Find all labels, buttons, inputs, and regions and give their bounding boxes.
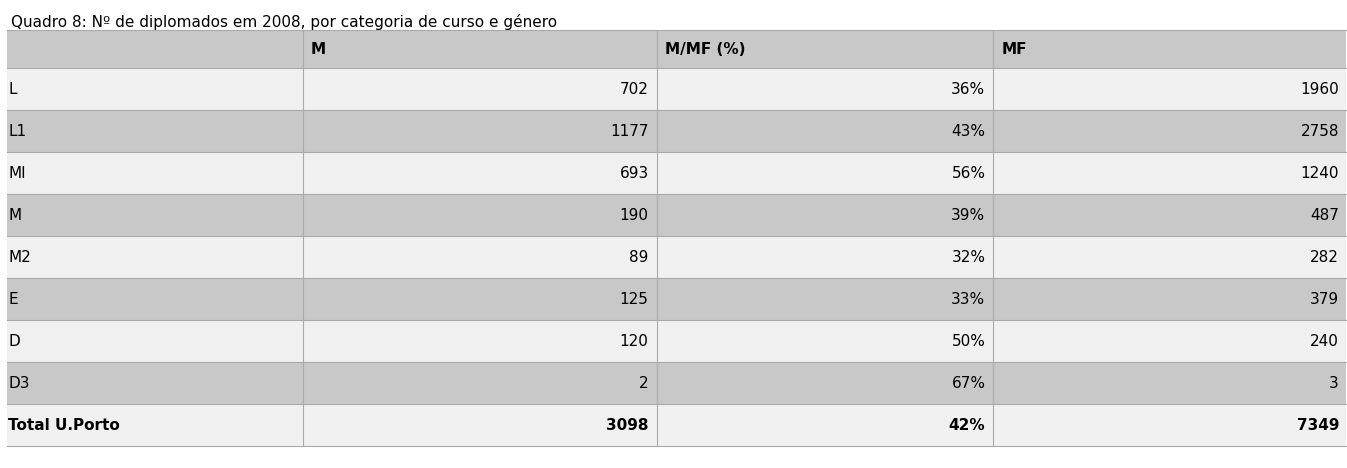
Bar — [7, 68, 1346, 110]
Text: L1: L1 — [8, 124, 26, 139]
Bar — [7, 194, 1346, 236]
Text: 702: 702 — [620, 81, 649, 96]
Text: 125: 125 — [620, 292, 649, 307]
Text: 89: 89 — [629, 249, 649, 264]
Bar — [7, 278, 1346, 320]
Text: D: D — [8, 334, 20, 349]
Bar — [7, 30, 1346, 68]
Text: 693: 693 — [620, 166, 649, 181]
Text: 33%: 33% — [951, 292, 986, 307]
Text: D3: D3 — [8, 375, 30, 390]
Text: Quadro 8: Nº de diplomados em 2008, por categoria de curso e género: Quadro 8: Nº de diplomados em 2008, por … — [11, 14, 556, 30]
Text: 56%: 56% — [951, 166, 986, 181]
Text: MI: MI — [8, 166, 26, 181]
Text: Total U.Porto: Total U.Porto — [8, 417, 120, 432]
Text: E: E — [8, 292, 18, 307]
Text: 282: 282 — [1311, 249, 1339, 264]
Text: 43%: 43% — [951, 124, 986, 139]
Text: M2: M2 — [8, 249, 31, 264]
Text: 487: 487 — [1311, 207, 1339, 222]
Text: 2: 2 — [638, 375, 649, 390]
Text: L: L — [8, 81, 16, 96]
Text: 7349: 7349 — [1297, 417, 1339, 432]
Text: 379: 379 — [1309, 292, 1339, 307]
Bar — [7, 320, 1346, 362]
Text: 240: 240 — [1311, 334, 1339, 349]
Text: 39%: 39% — [951, 207, 986, 222]
Text: MF: MF — [1001, 42, 1026, 57]
Text: M: M — [8, 207, 22, 222]
Text: 36%: 36% — [951, 81, 986, 96]
Bar — [7, 236, 1346, 278]
Bar — [7, 404, 1346, 446]
Text: 1177: 1177 — [610, 124, 649, 139]
Bar — [7, 110, 1346, 152]
Text: 190: 190 — [620, 207, 649, 222]
Text: M: M — [311, 42, 326, 57]
Text: 2758: 2758 — [1300, 124, 1339, 139]
Text: 32%: 32% — [951, 249, 986, 264]
Text: 42%: 42% — [948, 417, 986, 432]
Text: 3098: 3098 — [606, 417, 649, 432]
Text: 3: 3 — [1329, 375, 1339, 390]
Bar — [7, 152, 1346, 194]
Text: 120: 120 — [620, 334, 649, 349]
Text: M/MF (%): M/MF (%) — [664, 42, 745, 57]
Text: 1240: 1240 — [1300, 166, 1339, 181]
Text: 50%: 50% — [951, 334, 986, 349]
Text: 67%: 67% — [951, 375, 986, 390]
Bar — [7, 362, 1346, 404]
Text: 1960: 1960 — [1300, 81, 1339, 96]
